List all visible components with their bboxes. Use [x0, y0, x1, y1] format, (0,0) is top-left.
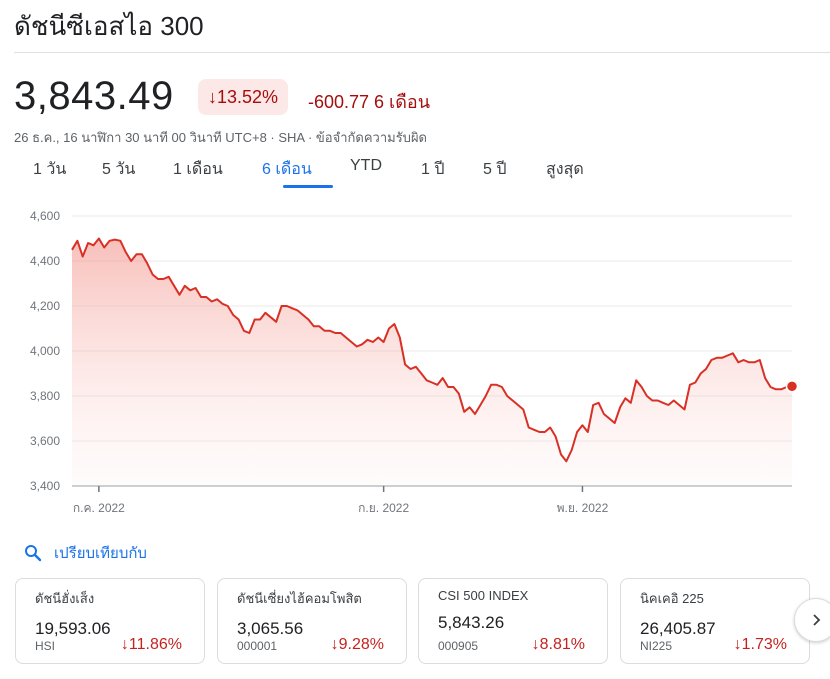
arrow-down-icon: ↓	[208, 87, 217, 107]
card-change: ↓9.28%	[330, 636, 384, 653]
card-name: ดัชนีฮั่งเส็ง	[35, 591, 95, 606]
percent-change-value: 13.52%	[217, 87, 279, 107]
card-value: 19,593.06	[35, 619, 111, 638]
card-name: ดัชนีเซี่ยงไฮ้คอมโพสิต	[237, 591, 362, 606]
percent-change-badge: ↓13.52%	[198, 79, 289, 115]
chevron-right-icon	[813, 614, 821, 626]
price-area	[72, 238, 792, 486]
card-ticker: 000001	[237, 639, 278, 653]
card-value: 26,405.87	[640, 619, 716, 638]
tab-1-day[interactable]: 1 วัน	[33, 161, 67, 178]
arrow-down-icon: ↓	[531, 636, 540, 653]
absolute-change: -600.77 6 เดือน	[308, 92, 431, 112]
arrow-down-icon: ↓	[733, 636, 742, 653]
y-tick-label: 4,600	[30, 209, 60, 223]
x-tick-label: ก.ค. 2022	[73, 501, 125, 515]
tab-5-years[interactable]: 5 ปี	[483, 161, 507, 178]
card-change: ↓8.81%	[531, 636, 585, 653]
card-change: ↓1.73%	[733, 636, 787, 653]
y-tick-label: 4,200	[30, 299, 60, 313]
card-name: CSI 500 INDEX	[438, 588, 529, 603]
compare-link[interactable]: เปรียบเทียบกับ	[24, 541, 147, 565]
arrow-down-icon: ↓	[330, 636, 339, 653]
card-value: 3,065.56	[237, 619, 304, 638]
card-ticker: 000905	[438, 639, 479, 653]
y-tick-label: 3,800	[30, 389, 60, 403]
compare-card-shanghai[interactable]: ดัชนีเซี่ยงไฮ้คอมโพสิต 3,065.56 000001 ↓…	[217, 578, 407, 664]
arrow-down-icon: ↓	[120, 636, 129, 653]
page-title: ดัชนีซีเอสไอ 300	[14, 11, 204, 41]
compare-card-nikkei[interactable]: นิคเคอิ 225 26,405.87 NI225 ↓1.73%	[620, 578, 810, 664]
active-tab-indicator	[283, 185, 333, 188]
card-ticker: HSI	[35, 639, 56, 653]
next-cards-button[interactable]	[794, 598, 830, 642]
tab-6-months[interactable]: 6 เดือน	[262, 161, 312, 178]
current-price: 3,843.49	[14, 74, 174, 118]
y-tick-label: 3,400	[30, 479, 60, 493]
y-tick-label: 4,400	[30, 254, 60, 268]
y-tick-label: 4,000	[30, 344, 60, 358]
divider	[14, 52, 830, 53]
tab-1-month[interactable]: 1 เดือน	[173, 161, 223, 178]
card-change: ↓11.86%	[120, 636, 182, 653]
price-chart[interactable]: 4,600 4,400 4,200 4,000 3,800 3,600 3,400 ก.ค.…	[0, 200, 830, 520]
compare-card-hsi[interactable]: ดัชนีฮั่งเส็ง 19,593.06 HSI ↓11.86%	[15, 578, 205, 664]
search-icon	[25, 545, 42, 562]
compare-label: เปรียบเทียบกับ	[54, 545, 147, 562]
x-tick-label: พ.ย. 2022	[557, 501, 609, 515]
x-tick-label: ก.ย. 2022	[358, 501, 409, 515]
tab-ytd[interactable]: YTD	[350, 157, 382, 174]
price-line	[71, 237, 793, 463]
card-ticker: NI225	[640, 639, 673, 653]
quote-meta: 26 ธ.ค., 16 นาฬิกา 30 นาที 00 วินาที UTC…	[14, 130, 427, 145]
last-price-marker	[785, 380, 799, 393]
card-name: นิคเคอิ 225	[640, 591, 704, 606]
card-value: 5,843.26	[438, 613, 505, 632]
compare-card-csi500[interactable]: CSI 500 INDEX 5,843.26 000905 ↓8.81%	[418, 578, 608, 664]
tab-1-year[interactable]: 1 ปี	[421, 161, 445, 178]
tab-5-days[interactable]: 5 วัน	[102, 161, 136, 178]
y-tick-label: 3,600	[30, 434, 60, 448]
tab-max[interactable]: สูงสุด	[546, 161, 584, 178]
